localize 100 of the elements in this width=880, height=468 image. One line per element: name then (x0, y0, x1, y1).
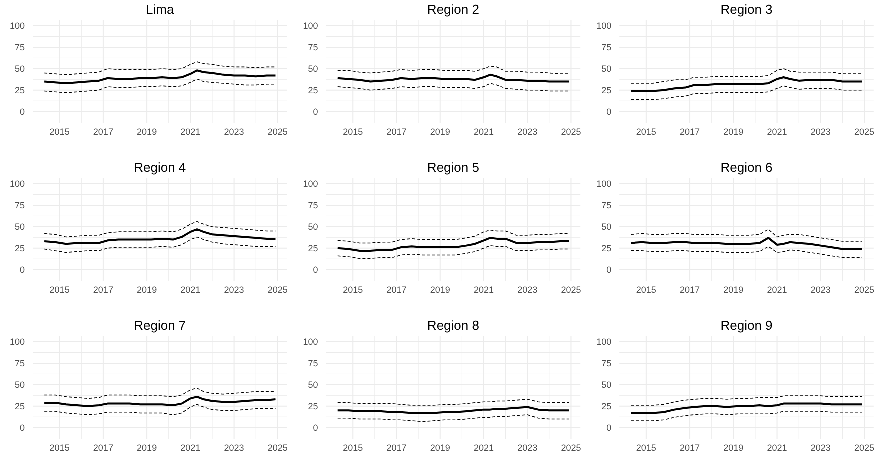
y-tick-label: 0 (313, 264, 318, 275)
x-tick-label: 2025 (854, 285, 875, 295)
y-tick-label: 50 (308, 380, 318, 390)
y-tick-label: 75 (308, 42, 318, 53)
y-tick-label: 75 (602, 358, 612, 369)
x-tick-label: 2019 (430, 443, 450, 453)
chart-title: Region 2 (427, 2, 480, 17)
x-tick-label: 2025 (561, 285, 582, 295)
y-tick-label: 0 (313, 422, 318, 433)
line-series (337, 66, 570, 74)
x-tick-label: 2023 (518, 443, 538, 453)
y-tick-label: 75 (308, 358, 318, 369)
y-tick-label: 50 (14, 380, 25, 390)
y-tick-label: 25 (308, 86, 318, 96)
y-tick-label: 50 (602, 222, 612, 232)
x-tick-label: 2019 (137, 285, 158, 295)
y-tick-label: 100 (303, 179, 318, 190)
y-tick-label: 50 (602, 64, 612, 74)
x-tick-label: 2017 (93, 443, 114, 453)
y-tick-label: 25 (14, 244, 25, 254)
y-tick-label: 25 (308, 244, 318, 254)
chart-title: Region 9 (720, 318, 773, 333)
x-tick-label: 2023 (224, 127, 244, 137)
line-series (630, 411, 863, 422)
x-tick-label: 2017 (386, 127, 407, 137)
line-series (630, 396, 863, 406)
x-tick-label: 2025 (268, 285, 288, 295)
x-tick-label: 2015 (343, 285, 364, 295)
x-tick-label: 2019 (137, 127, 158, 137)
line-series (44, 396, 277, 408)
y-tick-label: 75 (14, 200, 25, 211)
x-tick-label: 2021 (180, 443, 201, 453)
x-tick-label: 2017 (386, 285, 407, 295)
y-tick-label: 100 (596, 337, 612, 348)
y-tick-label: 25 (602, 402, 612, 412)
y-tick-label: 0 (606, 422, 612, 433)
x-tick-label: 2015 (343, 127, 364, 137)
x-tick-label: 2019 (724, 443, 744, 453)
line-series (630, 229, 863, 242)
y-tick-label: 0 (20, 106, 25, 117)
line-series (44, 221, 276, 238)
line-series (44, 78, 276, 94)
x-tick-label: 2025 (561, 127, 582, 137)
y-tick-label: 25 (602, 86, 612, 96)
line-series (337, 245, 570, 260)
y-tick-label: 100 (10, 21, 25, 32)
line-series (337, 399, 570, 406)
y-tick-label: 75 (308, 200, 318, 211)
y-tick-label: 0 (606, 264, 612, 275)
y-tick-label: 100 (303, 337, 318, 348)
x-tick-label: 2021 (180, 285, 201, 295)
line-series (44, 228, 277, 246)
x-tick-label: 2019 (724, 285, 744, 295)
x-tick-label: 2019 (137, 443, 158, 453)
x-tick-label: 2023 (810, 285, 831, 295)
y-tick-label: 0 (20, 264, 25, 275)
line-series (337, 230, 570, 244)
x-tick-label: 2025 (561, 443, 582, 453)
x-tick-label: 2021 (767, 443, 788, 453)
x-tick-label: 2015 (636, 127, 656, 137)
x-tick-label: 2015 (50, 443, 70, 453)
chart-title: Region 8 (427, 318, 480, 333)
line-series (630, 76, 864, 92)
x-tick-label: 2015 (636, 443, 656, 453)
x-tick-label: 2017 (93, 285, 114, 295)
y-tick-label: 50 (308, 222, 318, 232)
x-tick-label: 2017 (680, 285, 700, 295)
x-tick-label: 2023 (810, 443, 831, 453)
x-tick-label: 2021 (474, 285, 494, 295)
y-tick-label: 75 (602, 200, 612, 211)
line-series (630, 68, 863, 84)
line-series (44, 388, 276, 400)
line-series (630, 86, 863, 100)
line-series (630, 237, 864, 250)
line-series (630, 246, 863, 258)
x-tick-label: 2015 (50, 285, 70, 295)
y-tick-label: 100 (10, 337, 25, 348)
x-tick-label: 2023 (224, 285, 244, 295)
y-tick-label: 100 (303, 21, 318, 32)
y-tick-label: 0 (313, 106, 318, 117)
y-tick-label: 75 (602, 42, 612, 53)
x-tick-label: 2025 (854, 127, 875, 137)
x-tick-label: 2015 (50, 127, 70, 137)
y-tick-label: 25 (308, 402, 318, 412)
chart-title: Region 4 (134, 160, 186, 175)
chart-title: Region 5 (427, 160, 480, 175)
line-series (337, 83, 570, 92)
y-tick-label: 75 (14, 42, 25, 53)
x-tick-label: 2017 (93, 127, 114, 137)
y-tick-label: 25 (602, 244, 612, 254)
x-tick-label: 2019 (724, 127, 744, 137)
y-tick-label: 25 (14, 86, 25, 96)
y-tick-label: 25 (14, 402, 25, 412)
x-tick-label: 2015 (636, 285, 656, 295)
y-tick-label: 50 (308, 64, 318, 74)
chart-title: Region 3 (720, 2, 773, 17)
y-tick-label: 0 (606, 106, 612, 117)
line-series (337, 414, 570, 422)
y-tick-label: 100 (596, 21, 612, 32)
x-tick-label: 2023 (224, 443, 244, 453)
